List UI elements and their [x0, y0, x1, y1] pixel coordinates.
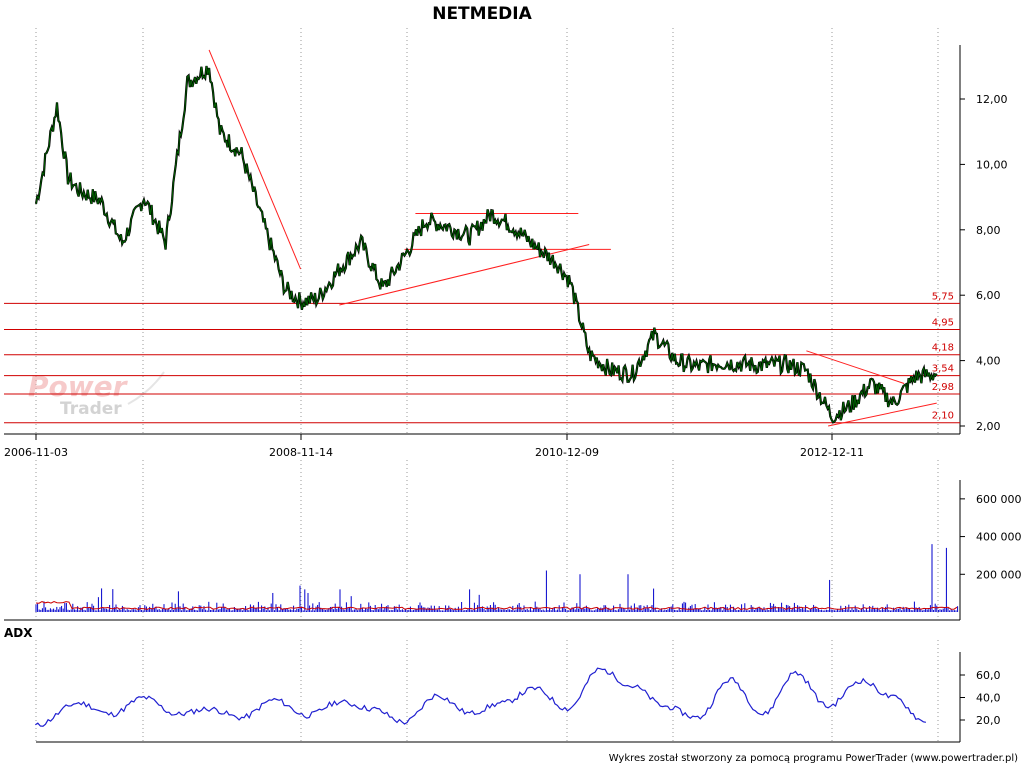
date-x-axis: 2006-11-03 2008-11-14 2010-12-09 2012-12-11	[4, 434, 864, 459]
adx-y-tick-label: 40,0	[976, 692, 1001, 705]
trend-line	[208, 49, 302, 270]
adx-y-tick-label: 20,0	[976, 714, 1001, 727]
price-y-tick-label: 2,00	[976, 420, 1001, 433]
price-y-tick-label: 10,00	[976, 158, 1008, 171]
adx-line	[34, 667, 927, 727]
logo-trader: Trader	[60, 399, 122, 419]
grid	[35, 28, 939, 742]
price-series	[34, 65, 938, 424]
price-y-tick-label: 8,00	[976, 224, 1001, 237]
x-tick-label: 2008-11-14	[269, 446, 333, 459]
price-y-tick-label: 4,00	[976, 355, 1001, 368]
level-label: 2,10	[932, 411, 954, 422]
powertrader-logo: Power Trader	[28, 370, 165, 419]
support-levels: 5,75 4,95 4,18 3,54 2,98 2,10	[4, 291, 960, 424]
panel-frames	[4, 45, 961, 743]
volume-y-tick-label: 600 000	[976, 493, 1022, 506]
volume-series	[35, 544, 959, 612]
price-y-axis: 12,00 10,00 8,00 6,00 4,00 2,00	[960, 93, 1008, 433]
adx-y-axis: 60,0 40,0 20,0	[960, 669, 1001, 727]
price-line-shadow	[34, 65, 938, 424]
volume-y-tick-label: 200 000	[976, 568, 1022, 581]
price-y-tick-label: 12,00	[976, 93, 1008, 106]
logo-swoosh	[127, 371, 165, 405]
volume-y-axis: 600 000 400 000 200 000	[960, 493, 1022, 581]
price-line	[35, 65, 938, 423]
trend-line	[806, 350, 905, 384]
volume-average-line	[35, 600, 958, 610]
adx-series	[34, 667, 927, 727]
level-label: 5,75	[932, 291, 954, 302]
level-label: 4,18	[932, 343, 954, 354]
adx-y-tick-label: 60,0	[976, 669, 1001, 682]
level-label: 3,54	[932, 364, 954, 375]
adx-title: ADX	[4, 626, 33, 640]
price-y-tick-label: 6,00	[976, 289, 1001, 302]
trend-lines	[208, 49, 937, 427]
level-label: 2,98	[932, 382, 954, 393]
x-tick-label: 2012-12-11	[800, 446, 864, 459]
x-tick-label: 2010-12-09	[535, 446, 599, 459]
level-label: 4,95	[932, 318, 954, 329]
credit-text: Wykres został stworzony za pomocą progra…	[609, 753, 1018, 764]
volume-y-tick-label: 400 000	[976, 531, 1022, 544]
chart-title: NETMEDIA	[432, 4, 532, 24]
x-tick-label: 2006-11-03	[4, 446, 68, 459]
trend-line	[828, 402, 937, 427]
